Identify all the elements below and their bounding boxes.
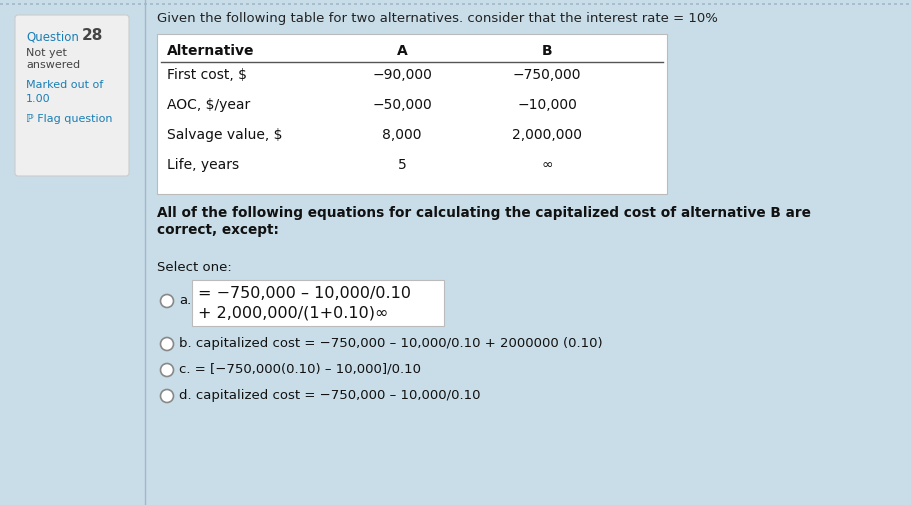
Text: ∞: ∞ bbox=[540, 158, 552, 172]
Circle shape bbox=[160, 389, 173, 402]
FancyBboxPatch shape bbox=[192, 280, 444, 326]
Text: −90,000: −90,000 bbox=[372, 68, 432, 82]
Text: Question: Question bbox=[26, 30, 78, 43]
Text: All of the following equations for calculating the capitalized cost of alternati: All of the following equations for calcu… bbox=[157, 206, 810, 220]
Text: B: B bbox=[541, 44, 552, 58]
Text: Select one:: Select one: bbox=[157, 261, 231, 274]
Text: correct, except:: correct, except: bbox=[157, 223, 279, 237]
Text: Life, years: Life, years bbox=[167, 158, 239, 172]
Text: 8,000: 8,000 bbox=[382, 128, 421, 142]
Text: Not yet: Not yet bbox=[26, 48, 67, 58]
Text: a.: a. bbox=[179, 294, 191, 307]
Text: −50,000: −50,000 bbox=[372, 98, 432, 112]
Circle shape bbox=[160, 364, 173, 377]
Text: Salvage value, $: Salvage value, $ bbox=[167, 128, 282, 142]
Text: 2,000,000: 2,000,000 bbox=[511, 128, 581, 142]
FancyBboxPatch shape bbox=[157, 34, 666, 194]
Text: First cost, $: First cost, $ bbox=[167, 68, 247, 82]
Text: 28: 28 bbox=[82, 28, 103, 43]
Circle shape bbox=[160, 337, 173, 350]
Text: b. capitalized cost = −750,000 – 10,000/0.10 + 2000000 (0.10): b. capitalized cost = −750,000 – 10,000/… bbox=[179, 337, 602, 350]
FancyBboxPatch shape bbox=[15, 15, 128, 176]
Text: −750,000: −750,000 bbox=[512, 68, 580, 82]
Text: d. capitalized cost = −750,000 – 10,000/0.10: d. capitalized cost = −750,000 – 10,000/… bbox=[179, 389, 480, 402]
Text: ℙ Flag question: ℙ Flag question bbox=[26, 114, 112, 124]
Text: 1.00: 1.00 bbox=[26, 94, 51, 104]
Text: 5: 5 bbox=[397, 158, 406, 172]
Text: Marked out of: Marked out of bbox=[26, 80, 103, 90]
Text: A: A bbox=[396, 44, 407, 58]
Text: AOC, $/year: AOC, $/year bbox=[167, 98, 250, 112]
Text: Alternative: Alternative bbox=[167, 44, 254, 58]
Text: answered: answered bbox=[26, 60, 80, 70]
Text: = −750,000 – 10,000/0.10: = −750,000 – 10,000/0.10 bbox=[198, 286, 411, 301]
Text: + 2,000,000/(1+0.10)∞: + 2,000,000/(1+0.10)∞ bbox=[198, 305, 388, 320]
Text: Given the following table for two alternatives. consider that the interest rate : Given the following table for two altern… bbox=[157, 12, 717, 25]
Text: −10,000: −10,000 bbox=[517, 98, 577, 112]
Text: c. = [−750,000(0.10) – 10,000]/0.10: c. = [−750,000(0.10) – 10,000]/0.10 bbox=[179, 363, 421, 376]
Circle shape bbox=[160, 294, 173, 308]
